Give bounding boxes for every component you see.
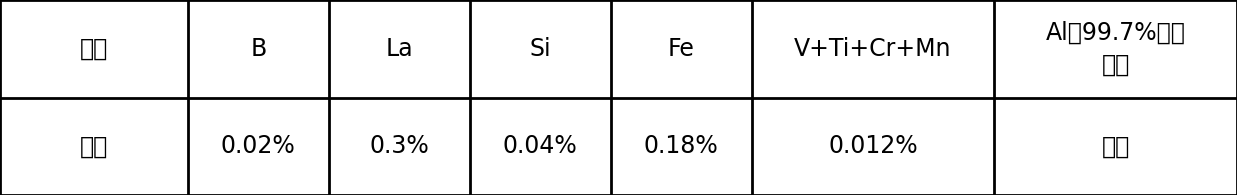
Text: Al（99.7%）和
杂质: Al（99.7%）和 杂质 xyxy=(1045,21,1185,77)
Text: 组分: 组分 xyxy=(80,37,108,61)
Text: La: La xyxy=(386,37,413,61)
Text: 0.3%: 0.3% xyxy=(370,134,429,158)
Text: Fe: Fe xyxy=(668,37,694,61)
Text: 0.02%: 0.02% xyxy=(221,134,296,158)
Text: 0.18%: 0.18% xyxy=(643,134,719,158)
Text: 含量: 含量 xyxy=(80,134,108,158)
Text: 余量: 余量 xyxy=(1101,134,1129,158)
Text: V+Ti+Cr+Mn: V+Ti+Cr+Mn xyxy=(794,37,951,61)
Text: 0.04%: 0.04% xyxy=(502,134,578,158)
Text: Si: Si xyxy=(529,37,550,61)
Text: B: B xyxy=(250,37,266,61)
Text: 0.012%: 0.012% xyxy=(828,134,918,158)
